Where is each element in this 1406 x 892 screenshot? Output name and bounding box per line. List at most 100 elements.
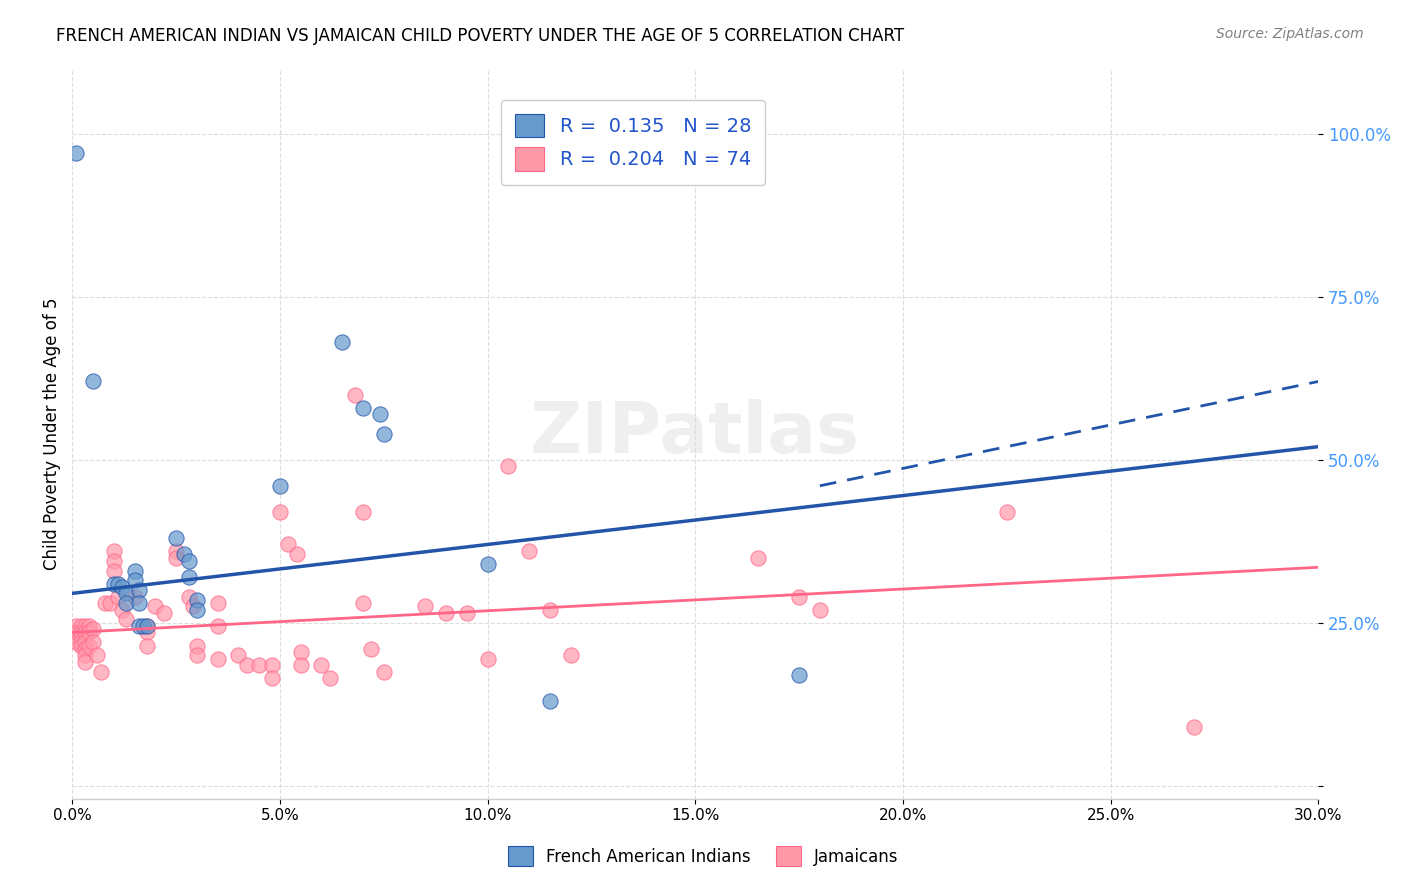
Point [136,639,159,653]
Point [330,335,353,350]
Point [69,635,91,649]
Point [1182,720,1205,734]
Point [90,665,112,679]
Legend: French American Indians, Jamaicans: French American Indians, Jamaicans [499,838,907,875]
Point [82,635,104,649]
Point [207,651,229,665]
Point [73,648,96,663]
Point [177,590,200,604]
Point [98,596,121,610]
Point [186,593,208,607]
Point [124,564,146,578]
Point [177,554,200,568]
Point [285,547,308,561]
Point [181,599,204,614]
Point [103,554,125,568]
Point [787,590,810,604]
Point [143,599,166,614]
Point [65,635,87,649]
Point [111,602,134,616]
Point [124,590,146,604]
Point [86,648,108,663]
Point [115,596,138,610]
Point [747,550,769,565]
Point [235,658,257,673]
Point [73,655,96,669]
Point [165,550,187,565]
Point [517,544,540,558]
Point [207,619,229,633]
Point [352,401,374,415]
Legend: R =  0.135   N = 28, R =  0.204   N = 74: R = 0.135 N = 28, R = 0.204 N = 74 [501,100,765,185]
Point [173,547,195,561]
Point [343,387,366,401]
Point [165,531,187,545]
Point [73,619,96,633]
Point [94,596,117,610]
Point [207,596,229,610]
Point [77,639,100,653]
Point [995,505,1018,519]
Point [107,576,129,591]
Text: ZIPatlas: ZIPatlas [530,399,860,468]
Point [65,619,87,633]
Point [69,629,91,643]
Point [128,619,150,633]
Point [260,658,283,673]
Point [165,544,187,558]
Point [128,596,150,610]
Point [186,648,208,663]
Point [360,641,382,656]
Point [413,599,436,614]
Point [434,606,457,620]
Point [152,606,174,620]
Point [247,658,270,673]
Point [69,625,91,640]
Point [82,622,104,636]
Point [368,407,391,421]
Point [538,694,561,708]
Point [77,619,100,633]
Point [73,635,96,649]
Point [498,459,520,474]
Point [352,596,374,610]
Point [115,586,138,600]
Point [277,537,299,551]
Point [73,641,96,656]
Point [111,580,134,594]
Point [103,544,125,558]
Point [311,658,333,673]
Point [69,639,91,653]
Point [73,625,96,640]
Point [115,612,138,626]
Text: FRENCH AMERICAN INDIAN VS JAMAICAN CHILD POVERTY UNDER THE AGE OF 5 CORRELATION : FRENCH AMERICAN INDIAN VS JAMAICAN CHILD… [56,27,904,45]
Point [132,619,155,633]
Point [124,574,146,588]
Point [477,557,499,571]
Y-axis label: Child Poverty Under the Age of 5: Child Poverty Under the Age of 5 [44,297,60,570]
Point [128,583,150,598]
Point [186,602,208,616]
Point [103,576,125,591]
Point [177,570,200,584]
Point [82,375,104,389]
Point [136,625,159,640]
Point [787,668,810,682]
Point [290,658,312,673]
Point [65,146,87,161]
Point [290,645,312,659]
Point [808,602,831,616]
Point [77,625,100,640]
Text: Source: ZipAtlas.com: Source: ZipAtlas.com [1216,27,1364,41]
Point [560,648,582,663]
Point [186,639,208,653]
Point [373,665,395,679]
Point [456,606,478,620]
Point [269,479,291,493]
Point [260,671,283,685]
Point [69,619,91,633]
Point [319,671,342,685]
Point [352,505,374,519]
Point [136,619,159,633]
Point [373,426,395,441]
